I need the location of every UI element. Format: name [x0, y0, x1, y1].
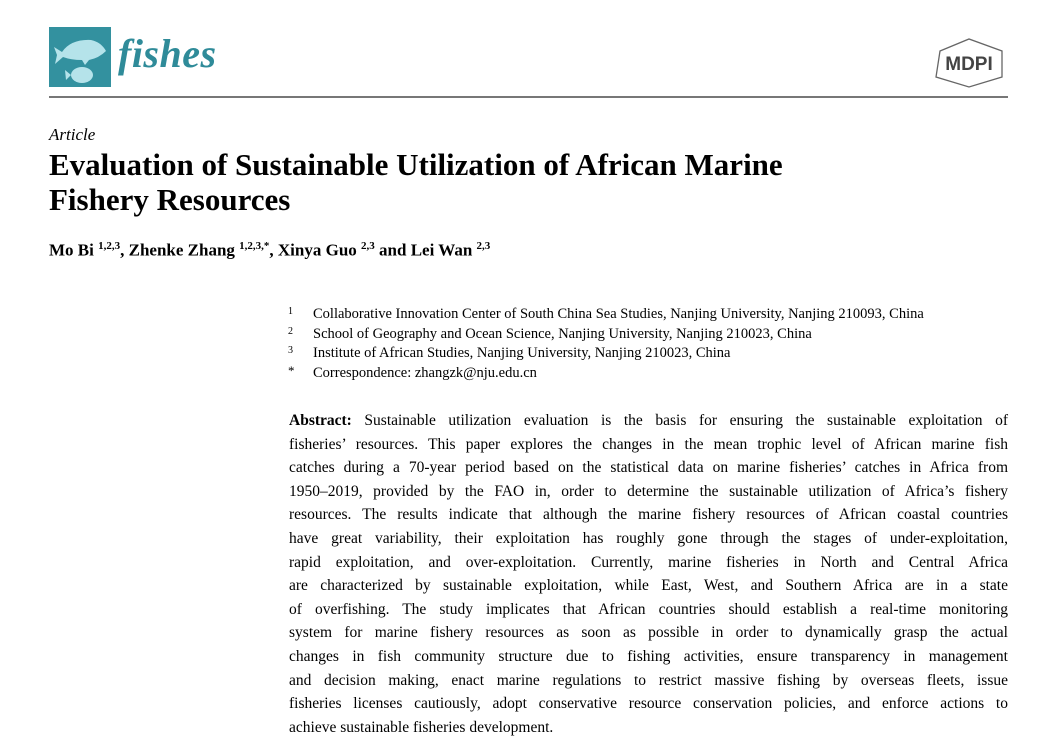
abstract-line: rapid exploitation, and over-exploitatio…	[289, 553, 1008, 571]
svg-text:MDPI: MDPI	[945, 54, 993, 75]
author-affiliation-sup: 2,3	[361, 240, 375, 252]
article-type: Article	[49, 125, 96, 144]
abstract-label: Abstract:	[289, 412, 352, 429]
author-separator: and	[374, 240, 411, 260]
affiliation-number: *	[288, 363, 295, 379]
abstract-line: are characterized by sustainable exploit…	[289, 577, 1008, 595]
journal-logo-fish-icon	[49, 27, 111, 87]
title-line: Evaluation of Sustainable Utilization of…	[49, 147, 783, 182]
author-affiliation-sup: 1,2,3,*	[239, 240, 270, 252]
affiliations: 1 Collaborative Innovation Center of Sout…	[288, 305, 924, 384]
abstract-line: changes in fish community structure due …	[289, 647, 1008, 665]
affiliation-text: Collaborative Innovation Center of South…	[313, 306, 924, 322]
abstract-line: resources. The results indicate that alt…	[289, 506, 1008, 524]
author-list: Mo Bi 1,2,3, Zhenke Zhang 1,2,3,*, Xinya…	[49, 240, 490, 261]
abstract-line: have great variability, their exploitati…	[289, 529, 1008, 547]
author: Mo Bi	[49, 240, 94, 260]
author: Xinya Guo	[277, 240, 357, 260]
abstract-line: fisheries’ resources. This paper explore…	[289, 435, 1008, 453]
abstract-line: Abstract: Sustainable utilization evalua…	[289, 412, 1008, 429]
abstract-line: of overfishing. The study implicates tha…	[289, 600, 1008, 618]
abstract-line: fisheries licenses cautiously, adopt con…	[289, 695, 1008, 713]
correspondence: * Correspondence: zhangzk@nju.edu.cn	[288, 364, 924, 384]
affiliation: 2 School of Geography and Ocean Science, …	[288, 325, 924, 345]
author: Lei Wan	[410, 240, 473, 260]
title-line: Fishery Resources	[49, 182, 291, 217]
abstract-line: and decision making, enact marine regula…	[289, 671, 1008, 689]
abstract-line: achieve sustainable fisheries developmen…	[289, 718, 554, 736]
affiliation-number: 2	[288, 325, 293, 337]
affiliation-text: School of Geography and Ocean Science, N…	[313, 325, 812, 342]
journal-name: fishes	[118, 31, 217, 76]
author-separator: ,	[120, 240, 129, 260]
affiliation-number: 3	[288, 345, 293, 357]
abstract-line: system for marine fishery resources as s…	[289, 624, 1008, 642]
affiliation-text: Institute of African Studies, Nanjing Un…	[313, 345, 731, 362]
affiliation-number: 1	[288, 306, 293, 317]
mdpi-logo: MDPI	[930, 37, 1008, 89]
affiliation: 3 Institute of African Studies, Nanjing U…	[288, 344, 924, 364]
correspondence-text[interactable]: Correspondence: zhangzk@nju.edu.cn	[313, 365, 537, 382]
affiliation: 1 Collaborative Innovation Center of Sout…	[288, 305, 924, 325]
abstract-line: catches during a 70-year period based on…	[289, 459, 1008, 477]
paper-title: Evaluation of Sustainable Utilization of…	[49, 147, 949, 217]
abstract: Abstract: Sustainable utilization evalua…	[289, 409, 1008, 739]
header-divider	[49, 96, 1008, 98]
author-affiliation-sup: 1,2,3	[98, 240, 121, 252]
author-separator: ,	[269, 240, 278, 260]
abstract-line: 1950–2019, provided by the FAO in, order…	[289, 482, 1008, 500]
author-affiliation-sup: 2,3	[476, 240, 491, 252]
author: Zhenke Zhang	[128, 240, 235, 260]
